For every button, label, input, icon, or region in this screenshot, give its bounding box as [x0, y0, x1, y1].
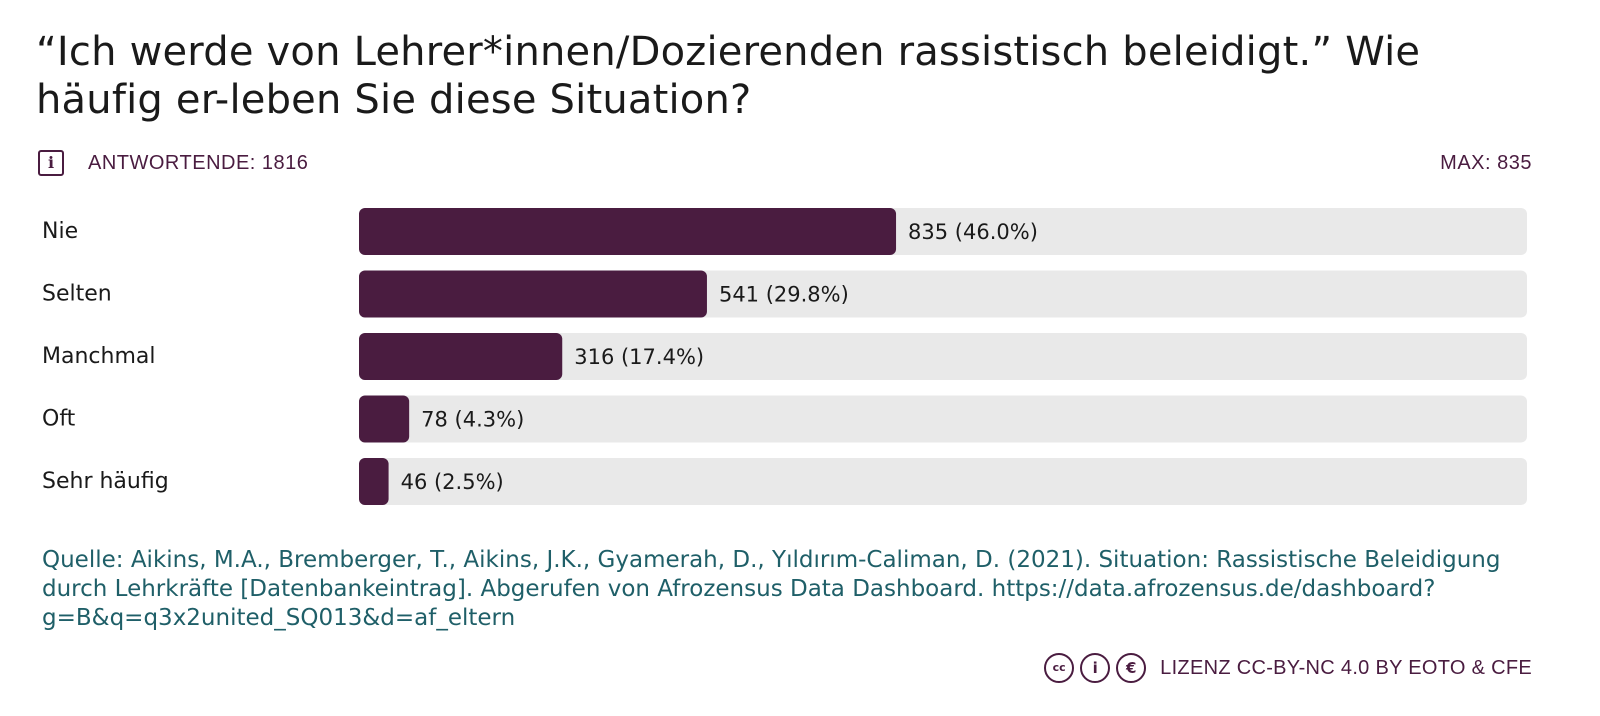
category-label: Sehr häufig	[42, 469, 169, 494]
category-label: Nie	[42, 219, 78, 244]
bar-row: Sehr häufig 46 (2.5%)	[42, 458, 1527, 505]
category-label: Selten	[42, 282, 112, 307]
bar-row: Oft 78 (4.3%)	[42, 395, 1527, 443]
bar[interactable]	[359, 208, 897, 255]
value-label: 316 (17.4%)	[574, 345, 704, 369]
value-label: 541 (29.8%)	[719, 283, 849, 307]
bar-track	[359, 395, 1527, 443]
category-label: Oft	[42, 407, 76, 432]
license-block: cc i € LIZENZ CC-BY-NC 4.0 BY EOTO & CFE	[1044, 650, 1532, 686]
bar-chart: Nie 835 (46.0%) Selten 541 (29.8%) Manchmal 3…	[42, 208, 1527, 505]
bar-track	[359, 458, 1527, 505]
bar[interactable]	[359, 395, 410, 443]
meta-row: i ANTWORTENDE: 1816 MAX: 835	[36, 148, 1532, 180]
value-label: 835 (46.0%)	[908, 220, 1038, 244]
chart-title: “Ich werde von Lehrer*innen/Dozierenden …	[36, 29, 1421, 123]
source-citation: Quelle: Aikins, M.A., Bremberger, T., Ai…	[42, 547, 1501, 631]
bar-row: Nie 835 (46.0%)	[42, 208, 1527, 255]
max-value-label: MAX: 835	[1440, 152, 1532, 174]
value-label: 78 (4.3%)	[421, 408, 524, 432]
nc-icon: €	[1116, 653, 1147, 683]
category-label: Manchmal	[42, 344, 155, 369]
respondents-count: ANTWORTENDE: 1816	[88, 152, 309, 174]
license-text: LIZENZ CC-BY-NC 4.0 BY EOTO & CFE	[1160, 656, 1532, 679]
value-label: 46 (2.5%)	[401, 470, 504, 494]
bar[interactable]	[359, 270, 707, 318]
bar[interactable]	[359, 458, 389, 505]
bar-row: Selten 541 (29.8%)	[42, 270, 1527, 318]
bar[interactable]	[359, 333, 563, 380]
bar-row: Manchmal 316 (17.4%)	[42, 333, 1527, 380]
cc-icon: cc	[1044, 653, 1075, 683]
info-icon[interactable]: i	[38, 150, 64, 176]
by-icon: i	[1080, 653, 1111, 683]
bar-track	[359, 333, 1527, 380]
